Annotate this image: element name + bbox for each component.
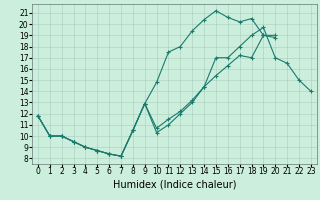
X-axis label: Humidex (Indice chaleur): Humidex (Indice chaleur) bbox=[113, 179, 236, 189]
